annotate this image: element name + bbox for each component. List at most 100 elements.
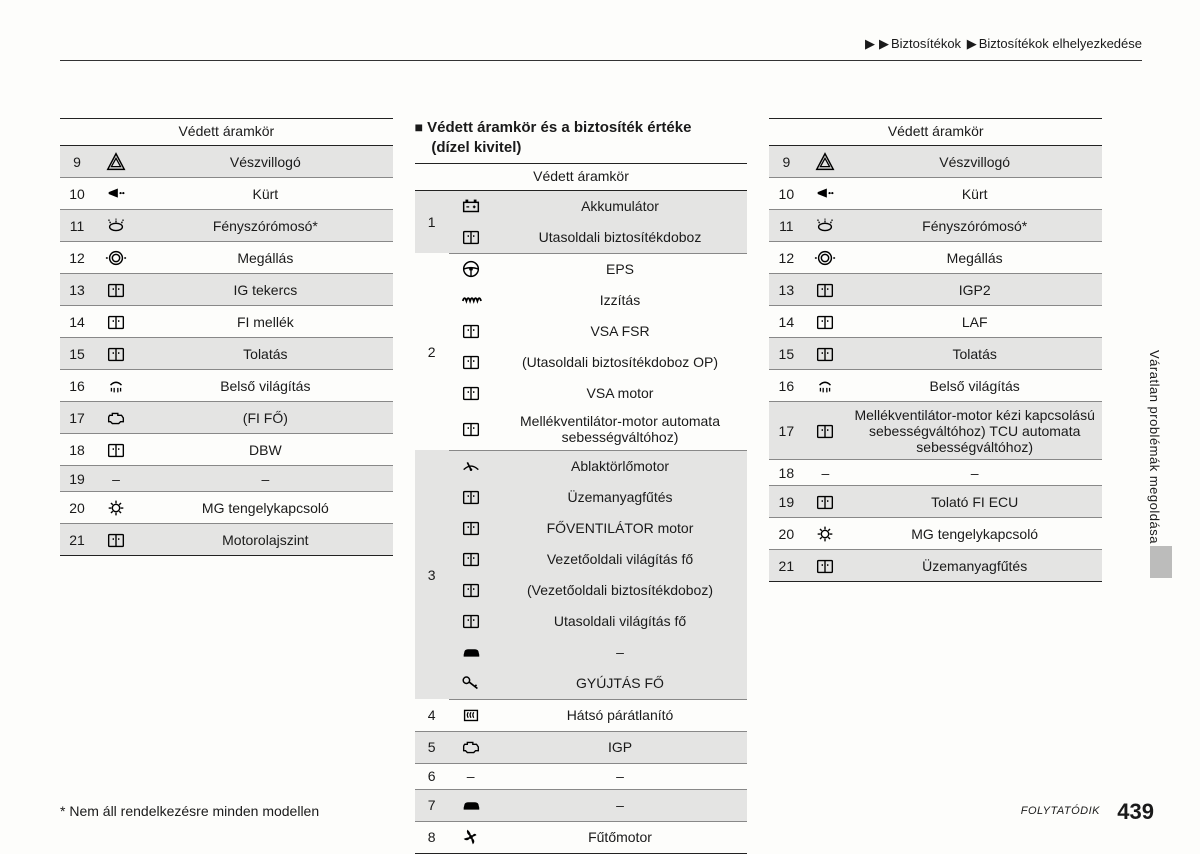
row-number: 18 (60, 434, 94, 466)
row-label: Üzemanyagfűtés (493, 482, 748, 513)
dash-icon: – (459, 768, 483, 784)
book-icon (459, 351, 483, 373)
row-number: 21 (60, 524, 94, 556)
row-number: 16 (60, 370, 94, 402)
row-label: Fűtőmotor (493, 821, 748, 853)
row-label: Kürt (138, 178, 393, 210)
row-label: Fényszórómosó* (138, 210, 393, 242)
row-number: 20 (60, 492, 94, 524)
table-row: Üzemanyagfűtés (415, 482, 748, 513)
table-row: 9Vészvillogó (769, 146, 1102, 178)
row-label: – (138, 466, 393, 492)
row-number: 11 (769, 210, 803, 242)
row-label: Izzítás (493, 285, 748, 316)
table-left-col: Védett áramkör 9Vészvillogó10Kürt11Fénys… (60, 118, 393, 854)
table-row: 17(FI FŐ) (60, 402, 393, 434)
table-row: 15Tolatás (769, 338, 1102, 370)
table-row: 3Ablaktörlőmotor (415, 450, 748, 482)
table-row: 6–– (415, 763, 748, 789)
breadcrumb: ▶▶Biztosítékok ▶Biztosítékok elhelyezked… (863, 36, 1142, 52)
table-row: 8 Fűtőmotor (415, 821, 748, 853)
table-row: VSA motor (415, 378, 748, 409)
table-row: 16Belső világítás (769, 370, 1102, 402)
row-number: 20 (769, 518, 803, 550)
stop-icon (813, 247, 837, 269)
table-row: 19–– (60, 466, 393, 492)
row-label: Mellékventilátor-motor automata sebesség… (493, 409, 748, 451)
table-row: 12Megállás (60, 242, 393, 274)
book-icon (459, 486, 483, 508)
top-rule (60, 60, 1142, 61)
row-number: 17 (769, 402, 803, 460)
row-number: 19 (769, 486, 803, 518)
table-row: 10Kürt (769, 178, 1102, 210)
row-number: 10 (769, 178, 803, 210)
row-label: Mellékventilátor-motor kézi kapcsolású s… (847, 402, 1102, 460)
row-label: EPS (493, 253, 748, 285)
table-middle: Védett áramkör 1AkkumulátorUtasoldali bi… (415, 163, 748, 854)
car-icon (459, 794, 483, 816)
table-middle-col: ■Védett áramkör és a biztosíték értéke (… (415, 118, 748, 854)
table-row: (Utasoldali biztosítékdoboz OP) (415, 347, 748, 378)
gear-icon (104, 497, 128, 519)
engine-icon (104, 407, 128, 429)
book-icon (813, 420, 837, 442)
row-number: 3 (415, 450, 449, 699)
dome-icon (104, 375, 128, 397)
table-row: 1Akkumulátor (415, 190, 748, 222)
hazard-icon (813, 151, 837, 173)
row-number: 4 (415, 699, 449, 731)
steer-icon (459, 258, 483, 280)
row-label: VSA motor (493, 378, 748, 409)
table-row: VSA FSR (415, 316, 748, 347)
row-label: Vezetőoldali világítás fő (493, 544, 748, 575)
row-number: 18 (769, 460, 803, 486)
row-number: 14 (769, 306, 803, 338)
continue-label: FOLYTATÓDIK (1021, 805, 1100, 817)
table-row: Mellékventilátor-motor automata sebesség… (415, 409, 748, 451)
table-row: FŐVENTILÁTOR motor (415, 513, 748, 544)
dash-icon: – (104, 471, 128, 487)
book-icon (813, 311, 837, 333)
row-label: Utasoldali biztosítékdoboz (493, 222, 748, 254)
table-right: Védett áramkör 9Vészvillogó10Kürt11Fénys… (769, 118, 1102, 582)
row-label: – (847, 460, 1102, 486)
horn-icon (104, 183, 128, 205)
row-number: 5 (415, 731, 449, 763)
book-icon (104, 311, 128, 333)
row-label: GYÚJTÁS FŐ (493, 668, 748, 700)
row-number: 8 (415, 821, 449, 853)
book-icon (459, 579, 483, 601)
row-label: (Utasoldali biztosítékdoboz OP) (493, 347, 748, 378)
table-right-col: Védett áramkör 9Vészvillogó10Kürt11Fénys… (769, 118, 1102, 854)
row-label: – (493, 763, 748, 789)
table-row: 18DBW (60, 434, 393, 466)
table-row: 19Tolató FI ECU (769, 486, 1102, 518)
row-number: 2 (415, 253, 449, 450)
table-row: 2EPS (415, 253, 748, 285)
row-label: Akkumulátor (493, 190, 748, 222)
row-number: 17 (60, 402, 94, 434)
row-label: Hátsó párátlanító (493, 699, 748, 731)
row-label: FI mellék (138, 306, 393, 338)
book-icon (459, 320, 483, 342)
row-number: 14 (60, 306, 94, 338)
stop-icon (104, 247, 128, 269)
washer-icon (104, 215, 128, 237)
table-row: Utasoldali biztosítékdoboz (415, 222, 748, 254)
table-row: 11Fényszórómosó* (60, 210, 393, 242)
row-number: 10 (60, 178, 94, 210)
table-header: Védett áramkör (769, 119, 1102, 146)
row-label: IG tekercs (138, 274, 393, 306)
row-number: 9 (769, 146, 803, 178)
table-left: Védett áramkör 9Vészvillogó10Kürt11Fénys… (60, 118, 393, 556)
book-icon (459, 517, 483, 539)
side-tab-label: Váratlan problémák megoldása (1147, 350, 1162, 544)
table-row: 11Fényszórómosó* (769, 210, 1102, 242)
book-icon (813, 555, 837, 577)
dome-icon (813, 375, 837, 397)
page-number: 439 (1117, 799, 1154, 825)
book-icon (459, 418, 483, 440)
battery-icon (459, 195, 483, 217)
table-row: 16Belső világítás (60, 370, 393, 402)
